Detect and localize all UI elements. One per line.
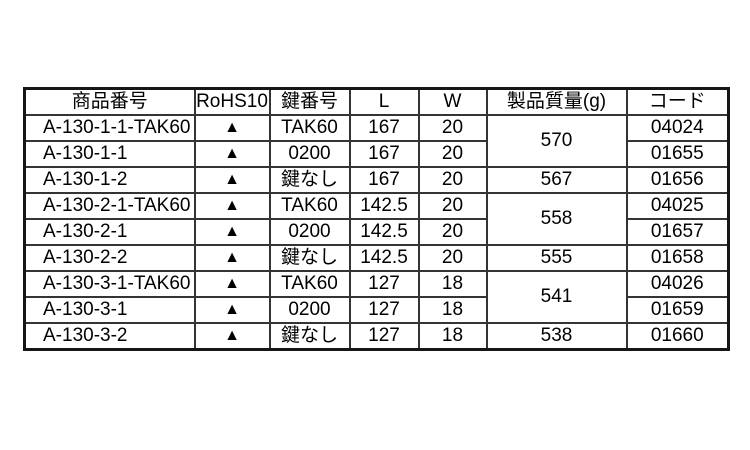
table-row: A-130-3-1-TAK60 ▲ TAK60 127 18 541 04026 [23,270,730,324]
rohs-triangle-icon: ▲ [193,114,271,142]
col-header-key-number: 鍵番号 [268,87,351,116]
table-body: A-130-1-1-TAK60 ▲ TAK60 167 20 570 04024… [23,114,730,351]
cell-weight: 555 [485,244,628,272]
cell-key-number: 0200 [268,296,351,324]
cell-length: 127 [348,270,420,298]
rohs-triangle-icon: ▲ [193,270,271,298]
table-header: 商品番号 RoHS10 鍵番号 L W 製品質量(g) コード [23,87,730,116]
cell-length: 167 [348,114,420,142]
cell-length: 142.5 [348,192,420,220]
col-header-weight: 製品質量(g) [485,87,628,116]
cell-code: 01659 [625,296,730,324]
rohs-triangle-icon: ▲ [193,140,271,168]
rohs-triangle-icon: ▲ [193,244,271,272]
cell-code: 01657 [625,218,730,246]
col-header-rohs10: RoHS10 [193,87,271,116]
rohs-triangle-icon: ▲ [193,296,271,324]
cell-code: 04024 [625,114,730,142]
col-header-product-number: 商品番号 [23,87,196,116]
cell-length: 127 [348,296,420,324]
cell-product-number: A-130-2-1-TAK60 [23,192,196,220]
cell-key-number: 0200 [268,140,351,168]
cell-weight: 567 [485,166,628,194]
cell-length: 142.5 [348,218,420,246]
cell-code: 01660 [625,322,730,351]
cell-width: 20 [417,114,488,142]
cell-key-number: 鍵なし [268,244,351,272]
cell-code: 04026 [625,270,730,298]
cell-key-number: TAK60 [268,192,351,220]
cell-key-number: 鍵なし [268,322,351,351]
rohs-triangle-icon: ▲ [193,218,271,246]
cell-width: 20 [417,192,488,220]
cell-length: 167 [348,166,420,194]
cell-product-number: A-130-3-2 [23,322,196,351]
rohs-triangle-icon: ▲ [193,322,271,351]
col-header-length: L [348,87,420,116]
cell-width: 20 [417,140,488,168]
table-row: A-130-2-2 ▲ 鍵なし 142.5 20 555 01658 [23,244,730,272]
cell-key-number: TAK60 [268,114,351,142]
cell-weight-merged: 570 [485,114,628,168]
cell-code: 01655 [625,140,730,168]
product-spec-table: 商品番号 RoHS10 鍵番号 L W 製品質量(g) コード A-130-1-… [23,87,730,351]
cell-length: 142.5 [348,244,420,272]
cell-code: 04025 [625,192,730,220]
table-row: A-130-2-1 ▲ 0200 142.5 20 01657 [23,218,730,246]
cell-key-number: 0200 [268,218,351,246]
table-row: A-130-2-1-TAK60 ▲ TAK60 142.5 20 558 040… [23,192,730,246]
cell-code: 01656 [625,166,730,194]
cell-weight-merged: 558 [485,192,628,246]
cell-length: 167 [348,140,420,168]
table-row: A-130-1-1 ▲ 0200 167 20 01655 [23,140,730,168]
table-row: A-130-3-1 ▲ 0200 127 18 01659 [23,296,730,324]
cell-product-number: A-130-2-1 [23,218,196,246]
table-row: A-130-1-2 ▲ 鍵なし 167 20 567 01656 [23,166,730,194]
cell-product-number: A-130-3-1 [23,296,196,324]
cell-width: 20 [417,244,488,272]
cell-weight-merged: 541 [485,270,628,324]
cell-width: 18 [417,270,488,298]
table-row: A-130-3-2 ▲ 鍵なし 127 18 538 01660 [23,322,730,351]
col-header-width: W [417,87,488,116]
cell-product-number: A-130-2-2 [23,244,196,272]
rohs-triangle-icon: ▲ [193,166,271,194]
cell-width: 20 [417,166,488,194]
cell-product-number: A-130-1-1 [23,140,196,168]
cell-code: 01658 [625,244,730,272]
cell-width: 18 [417,322,488,351]
cell-product-number: A-130-3-1-TAK60 [23,270,196,298]
table-row: A-130-1-1-TAK60 ▲ TAK60 167 20 570 04024 [23,114,730,168]
cell-width: 20 [417,218,488,246]
header-row: 商品番号 RoHS10 鍵番号 L W 製品質量(g) コード [23,87,730,116]
cell-product-number: A-130-1-2 [23,166,196,194]
cell-length: 127 [348,322,420,351]
cell-key-number: TAK60 [268,270,351,298]
cell-key-number: 鍵なし [268,166,351,194]
cell-product-number: A-130-1-1-TAK60 [23,114,196,142]
cell-width: 18 [417,296,488,324]
cell-weight: 538 [485,322,628,351]
col-header-code: コード [625,87,730,116]
rohs-triangle-icon: ▲ [193,192,271,220]
